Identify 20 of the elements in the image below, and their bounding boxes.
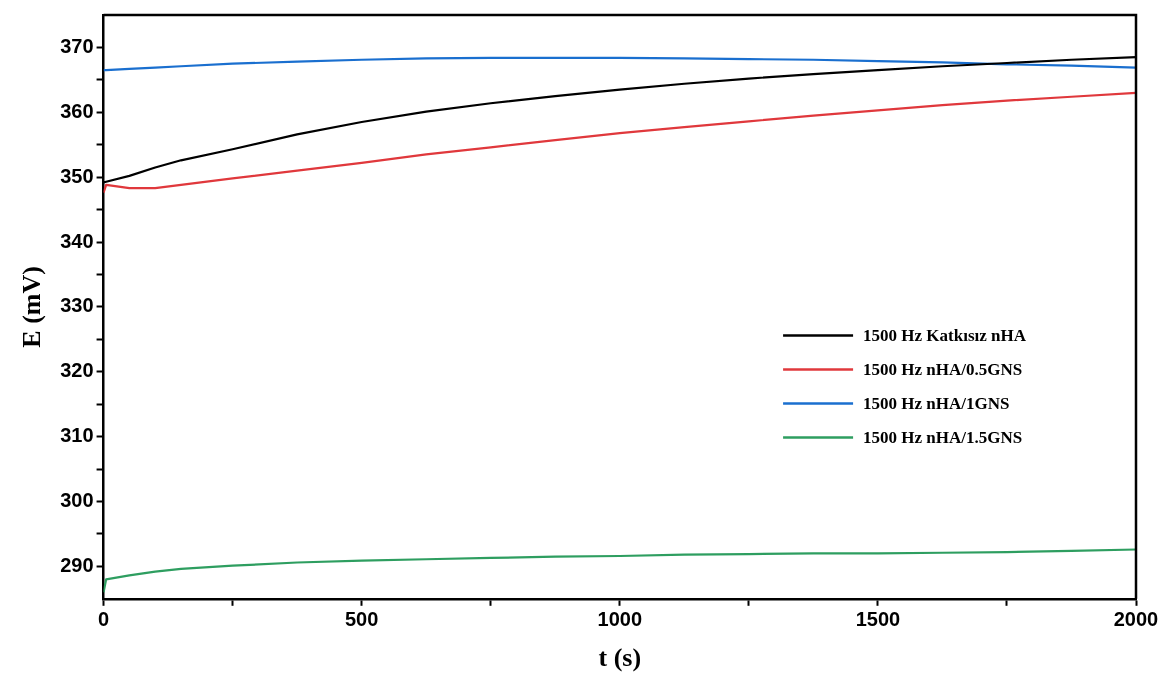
y-tick-label: 300	[60, 489, 94, 512]
x-tick-label: 1500	[855, 608, 901, 631]
y-tick-label: 350	[60, 164, 94, 187]
legend-label: 1500 Hz nHA/0.5GNS	[863, 359, 1023, 379]
y-tick-label: 360	[60, 99, 94, 122]
legend-label: 1500 Hz Katkısız nHA	[863, 325, 1027, 345]
x-tick-label: 0	[98, 608, 110, 631]
y-tick-label: 320	[60, 359, 94, 382]
y-axis-title: E (mV)	[17, 266, 47, 348]
x-tick-label: 2000	[1113, 608, 1159, 631]
x-tick-label: 1000	[597, 608, 643, 631]
x-axis-title: t (s)	[598, 643, 642, 673]
y-tick-label: 290	[60, 553, 94, 576]
legend-label: 1500 Hz nHA/1.5GNS	[863, 427, 1023, 447]
y-tick-label: 340	[60, 229, 94, 252]
y-tick-label: 330	[60, 294, 94, 317]
x-tick-label: 500	[344, 608, 379, 631]
y-tick-label: 310	[60, 424, 94, 447]
legend-label: 1500 Hz nHA/1GNS	[863, 393, 1010, 413]
y-tick-label: 370	[60, 34, 94, 57]
